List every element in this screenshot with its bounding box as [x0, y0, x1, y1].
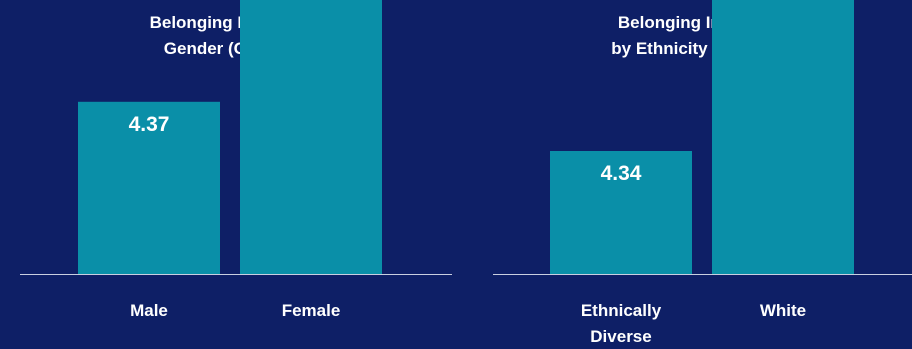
category-label: Male — [130, 301, 168, 320]
bar-ethnically-diverse — [550, 151, 692, 274]
bar-chart: 4.37Male4.46Female — [20, 0, 452, 320]
data-label: 4.34 — [601, 162, 642, 185]
category-label: Diverse — [590, 327, 651, 346]
bar-male — [78, 101, 220, 274]
bar-chart: 4.34 Ethnically Diverse 4.45 White — [493, 0, 912, 346]
chart-ethnicity: Belonging Index by Ethnicity (U.S.) 4.34… — [456, 0, 912, 349]
data-label: 4.37 — [129, 113, 170, 136]
chart-gender: Belonging Index by Gender (Global) 4.37 M… — [20, 0, 452, 320]
category-label: White — [760, 301, 806, 320]
bar-female — [240, 0, 382, 274]
data-label: 4.45 — [763, 0, 804, 5]
bar-white — [712, 0, 854, 274]
category-label: Female — [282, 301, 341, 320]
category-label: Ethnically — [581, 301, 662, 320]
